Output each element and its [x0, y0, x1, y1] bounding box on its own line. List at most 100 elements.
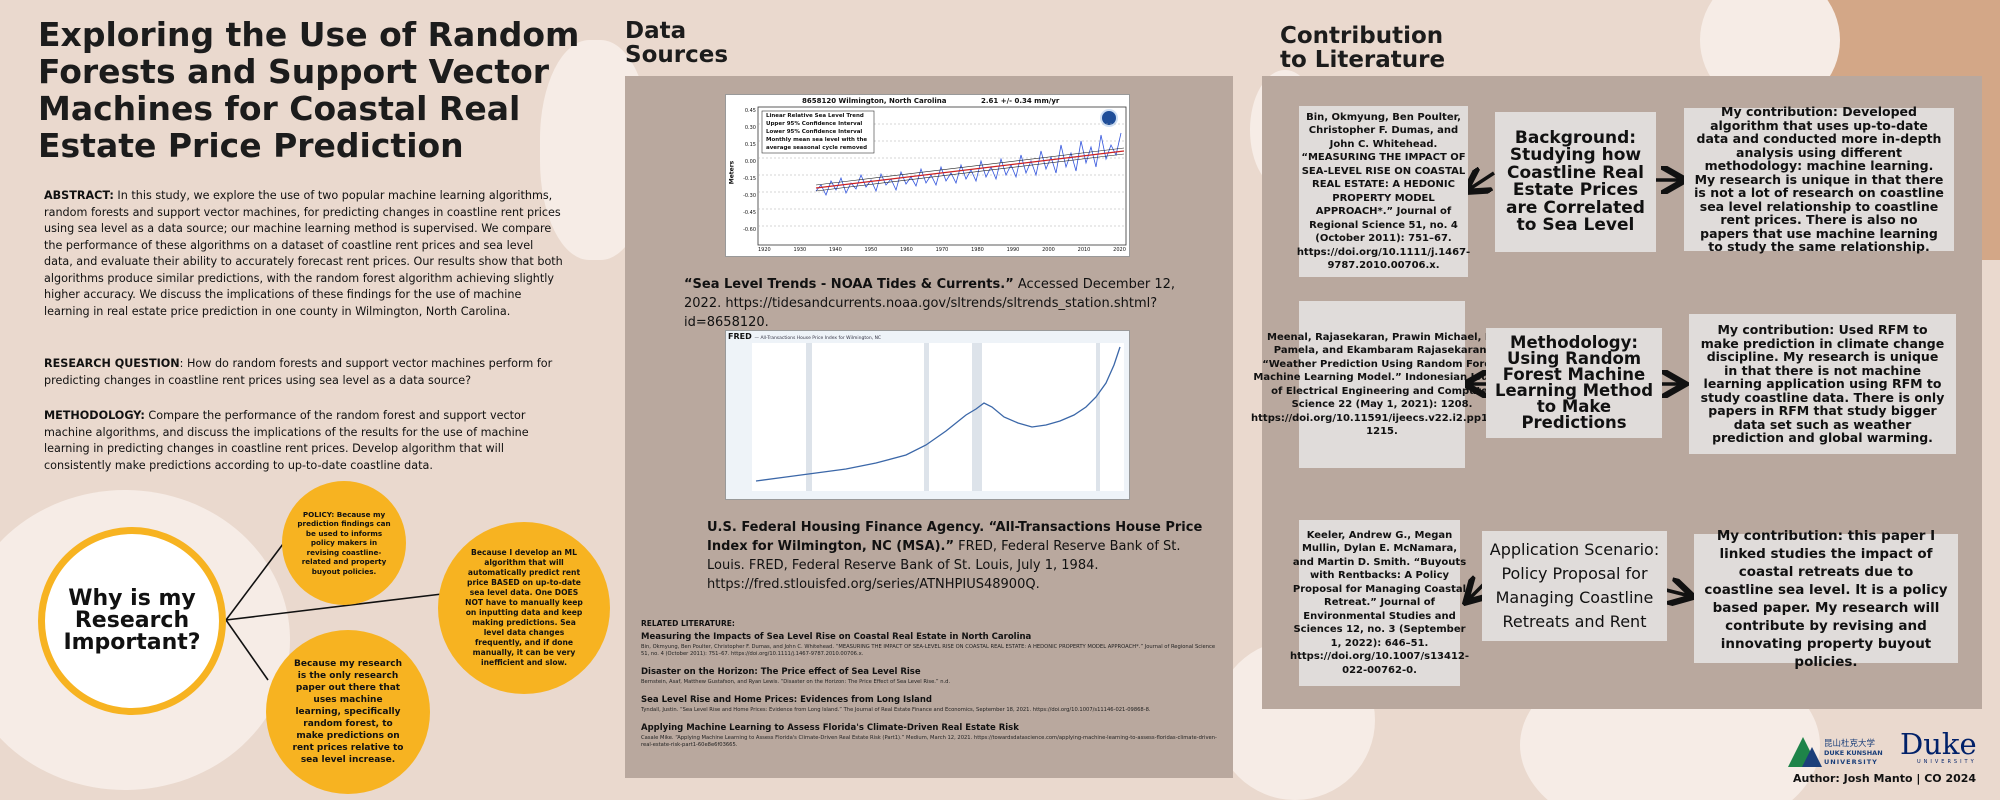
ml-algorithm-circle-text: Because I develop an ML algorithm that w… — [465, 548, 583, 667]
my-contribution-text: My contribution: Used RFM to make predic… — [1700, 322, 1945, 446]
policy-circle: POLICY: Because my prediction findings c… — [282, 481, 406, 605]
dku-chinese-name: 昆山杜克大学 — [1824, 739, 1876, 749]
dku-logo: 昆山杜克大学 DUKE KUNSHAN UNIVERSITY — [1788, 735, 1884, 769]
abstract: ABSTRACT: In this study, we explore the … — [44, 188, 564, 320]
research-question-label: RESEARCH QUESTION — [44, 357, 180, 370]
abstract-label: ABSTRACT: — [44, 189, 114, 202]
y-tick: 0.45 — [744, 108, 756, 114]
related-item-text: Tyndall, Justin. “Sea Level Rise and Hom… — [641, 707, 1151, 713]
chart-ylabel: Meters — [728, 160, 736, 185]
noaa-citation: “Sea Level Trends - NOAA Tides & Current… — [684, 275, 1204, 332]
sea-level-trend-chart: 8658120 Wilmington, North Carolina 2.61 … — [725, 94, 1130, 257]
chart-legend: Linear Relative Sea Level Trend Upper 95… — [766, 112, 867, 152]
y-tick: 0.15 — [744, 142, 756, 148]
noaa-citation-title: “Sea Level Trends - NOAA Tides & Current… — [684, 277, 1014, 292]
related-item: Sea Level Rise and Home Prices: Evidence… — [641, 695, 1223, 714]
ml-algorithm-circle: Because I develop an ML algorithm that w… — [438, 522, 610, 694]
chart-xticks: 1920 1930 1940 1950 1960 1970 1980 1990 … — [758, 247, 1126, 253]
theme-text: Background: Studying how Coastline Real … — [1506, 127, 1645, 235]
x-tick: 2010 — [1077, 247, 1091, 253]
legend-item: Monthly mean sea level with the — [766, 137, 868, 143]
fred-citation-title: U.S. Federal Housing Finance Agency. “Al… — [707, 520, 1203, 554]
noaa-logo — [1100, 109, 1118, 127]
related-item-text: Bernstein, Asaf, Matthew Gustafson, and … — [641, 679, 951, 685]
dku-english-name: DUKE KUNSHAN — [1824, 749, 1883, 757]
legend-item: average seasonal cycle removed — [766, 145, 868, 151]
connector-lines — [225, 539, 443, 681]
chart-rate: 2.61 +/- 0.34 mm/yr — [981, 97, 1060, 105]
fred-legend: — All-Transactions House Price Index for… — [754, 336, 882, 341]
contribution-arrows — [1460, 100, 1700, 640]
theme-box: Background: Studying how Coastline Real … — [1495, 112, 1656, 252]
data-sources-heading: Data Sources — [625, 18, 729, 68]
theme-text: Methodology: Using Random Forest Machine… — [1494, 333, 1654, 432]
fred-brand: FRED — All-Transactions House Price Inde… — [728, 332, 881, 341]
y-tick: -0.30 — [743, 193, 756, 199]
reference-box: Bin, Okmyung, Ben Poulter, Christopher F… — [1296, 106, 1471, 277]
chart-yticks: 0.45 0.30 0.15 0.00 -0.15 -0.30 -0.45 -0… — [736, 103, 756, 239]
related-item-title: Applying Machine Learning to Assess Flor… — [641, 723, 1019, 733]
my-contribution-text: My contribution: this paper I linked stu… — [1704, 527, 1948, 670]
mountain-icon — [1802, 747, 1822, 767]
x-tick: 2020 — [1113, 247, 1126, 253]
related-item-title: Disaster on the Horizon: The Price effec… — [641, 667, 921, 677]
poster-title: Exploring the Use of Random Forests and … — [38, 15, 580, 165]
methodology-text: Compare the performance of the random fo… — [44, 409, 529, 472]
my-contribution-box: My contribution: Developed algorithm tha… — [1684, 104, 1954, 255]
x-tick: 1960 — [900, 247, 913, 253]
duke-logo: Duke UNIVERSITY — [1900, 727, 1977, 766]
noaa-citation-rest: Accessed December 12, 2022. https://tide… — [684, 277, 1175, 330]
theme-text: Application Scenario: Policy Proposal fo… — [1489, 540, 1660, 631]
chart-station-title: 8658120 Wilmington, North Carolina — [802, 97, 947, 105]
house-price-index-chart: FRED — All-Transactions House Price Inde… — [725, 330, 1130, 500]
reference-box: Meenal, Rajasekaran, Prawin Michael, D. … — [1251, 301, 1513, 468]
related-item: Measuring the Impacts of Sea Level Rise … — [641, 632, 1223, 658]
why-circle-text: Why is my Research Important? — [63, 586, 201, 655]
y-tick: -0.60 — [743, 227, 756, 233]
theme-box: Application Scenario: Policy Proposal fo… — [1482, 531, 1667, 641]
unique-research-circle: Because my research is the only research… — [266, 630, 430, 794]
my-contribution-box: My contribution: Used RFM to make predic… — [1689, 314, 1956, 454]
legend-item: Linear Relative Sea Level Trend — [766, 113, 864, 119]
y-tick: -0.45 — [743, 210, 756, 216]
fred-citation-rest: FRED, Federal Reserve Bank of St. Louis.… — [707, 539, 1181, 592]
fred-citation: U.S. Federal Housing Finance Agency. “Al… — [707, 518, 1207, 594]
duke-wordmark: Duke — [1900, 727, 1977, 761]
related-item-title: Measuring the Impacts of Sea Level Rise … — [641, 632, 1032, 642]
research-question: RESEARCH QUESTION: How do random forests… — [44, 356, 564, 389]
related-item: Applying Machine Learning to Assess Flor… — [641, 723, 1223, 749]
related-item-title: Sea Level Rise and Home Prices: Evidence… — [641, 695, 932, 705]
related-item-text: Bin, Okmyung, Ben Poulter, Christopher F… — [641, 644, 1216, 657]
legend-item: Upper 95% Confidence Interval — [766, 121, 863, 127]
research-question-text: : How do random forests and support vect… — [44, 357, 553, 387]
y-tick: -0.15 — [743, 176, 756, 182]
dku-english-sub: UNIVERSITY — [1824, 758, 1878, 766]
fred-brand-text: FRED — [728, 332, 752, 341]
theme-box: Methodology: Using Random Forest Machine… — [1486, 328, 1662, 438]
methodology-label: METHODOLOGY: — [44, 409, 145, 422]
house-price-plot — [752, 343, 1124, 491]
related-item-text: Casale Mike. “Applying Machine Learning … — [641, 735, 1217, 748]
x-tick: 1930 — [793, 247, 807, 253]
reference-text: Keeler, Andrew G., Megan Mullin, Dylan E… — [1289, 529, 1470, 676]
related-item: Disaster on the Horizon: The Price effec… — [641, 667, 1223, 686]
related-literature-label: RELATED LITERATURE: — [641, 619, 735, 628]
x-tick: 1980 — [971, 247, 984, 253]
duke-sub: UNIVERSITY — [1916, 759, 1977, 765]
policy-circle-text: POLICY: Because my prediction findings c… — [297, 509, 391, 576]
x-tick: 1990 — [1006, 247, 1020, 253]
methodology: METHODOLOGY: Compare the performance of … — [44, 408, 564, 474]
reference-text: Meenal, Rajasekaran, Prawin Michael, D. … — [1251, 331, 1513, 438]
unique-research-circle-text: Because my research is the only research… — [292, 659, 404, 765]
my-contribution-box: My contribution: this paper I linked stu… — [1694, 528, 1958, 670]
abstract-text: In this study, we explore the use of two… — [44, 189, 563, 318]
sea-level-plot — [757, 106, 1127, 246]
reference-text: Bin, Okmyung, Ben Poulter, Christopher F… — [1296, 111, 1471, 272]
x-tick: 1920 — [758, 247, 771, 253]
legend-item: Lower 95% Confidence Interval — [766, 129, 863, 135]
reference-box: Keeler, Andrew G., Megan Mullin, Dylan E… — [1290, 520, 1469, 686]
author-credit: Author: Josh Manto | CO 2024 — [1793, 772, 1977, 785]
y-tick: 0.30 — [744, 125, 756, 131]
x-tick: 1940 — [829, 247, 842, 253]
my-contribution-text: My contribution: Developed algorithm tha… — [1694, 104, 1944, 255]
